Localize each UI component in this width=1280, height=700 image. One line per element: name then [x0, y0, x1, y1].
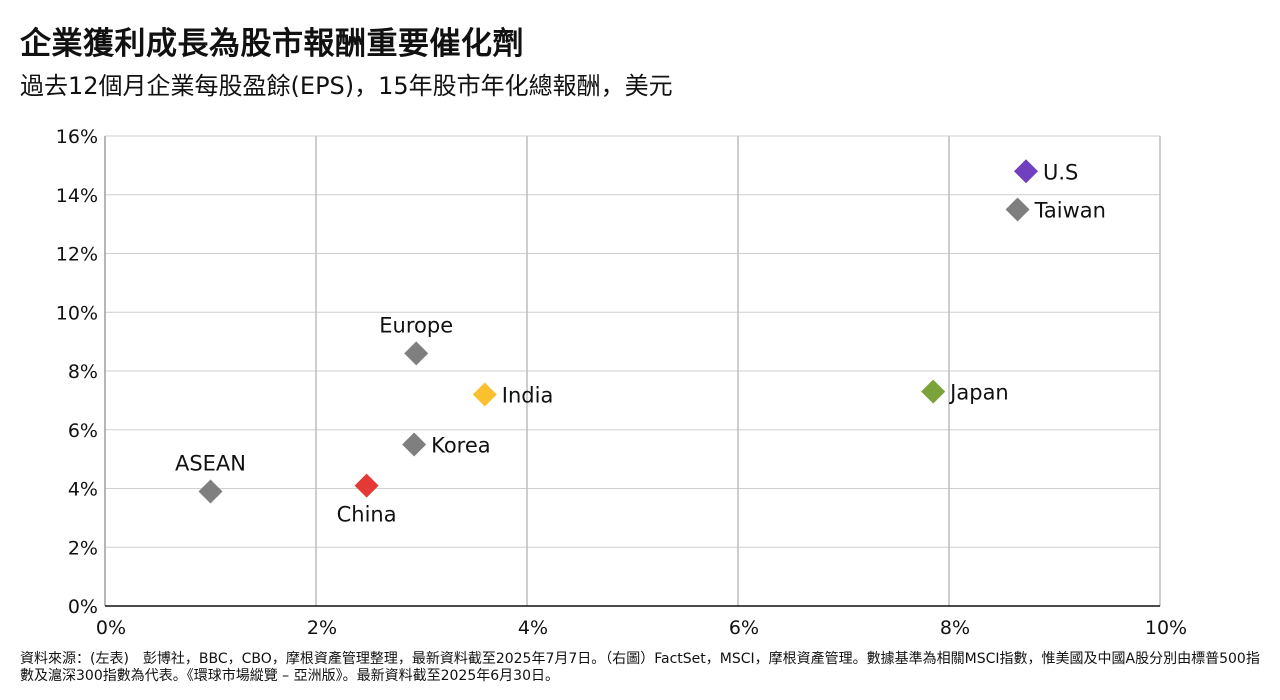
- data-point-europe: [404, 341, 429, 366]
- chart-subtitle: 過去12個月企業每股盈餘(EPS)，15年股市年化總報酬，美元: [20, 72, 673, 100]
- y-tick-label: 8%: [68, 361, 98, 383]
- data-point-india: [472, 382, 497, 407]
- y-tick-label: 6%: [68, 420, 98, 442]
- data-label: Europe: [379, 313, 453, 337]
- data-point-u-s: [1014, 159, 1039, 184]
- data-label: U.S: [1043, 160, 1078, 184]
- scatter-chart: 0% 2% 4% 6% 8% 10% 12% 14% 16% 0% 2% 4% 6% 8% 10% U.S Ta…: [56, 126, 1187, 639]
- y-tick-label: 12%: [56, 244, 98, 266]
- y-tick-label: 2%: [68, 537, 98, 559]
- data-label: India: [502, 384, 554, 408]
- data-label: Korea: [431, 433, 491, 457]
- y-tick-label: 4%: [68, 479, 98, 501]
- x-tick-label: 0%: [96, 617, 126, 639]
- x-tick-label: 8%: [940, 617, 970, 639]
- data-point-korea: [402, 432, 427, 457]
- y-tick-label: 10%: [56, 302, 98, 324]
- data-label: Japan: [948, 381, 1009, 405]
- chart-title: 企業獲利成長為股市報酬重要催化劑: [20, 26, 524, 62]
- data-label: Taiwan: [1034, 198, 1106, 222]
- x-tick-label: 2%: [307, 617, 337, 639]
- data-point-asean: [198, 479, 223, 504]
- x-tick-label: 4%: [518, 617, 548, 639]
- data-point-japan: [921, 379, 946, 404]
- y-tick-label: 14%: [56, 185, 98, 207]
- y-tick-label: 0%: [68, 596, 98, 618]
- data-label: ASEAN: [175, 451, 246, 475]
- y-tick-label: 16%: [56, 126, 98, 148]
- data-point-taiwan: [1005, 197, 1030, 222]
- x-tick-label: 10%: [1145, 617, 1187, 639]
- source-footnote: 資料來源：(左表) 彭博社，BBC，CBO，摩根資產管理整理，最新資料截至202…: [20, 651, 1260, 684]
- x-tick-label: 6%: [729, 617, 759, 639]
- data-point-china: [354, 473, 379, 498]
- data-label: China: [337, 503, 397, 527]
